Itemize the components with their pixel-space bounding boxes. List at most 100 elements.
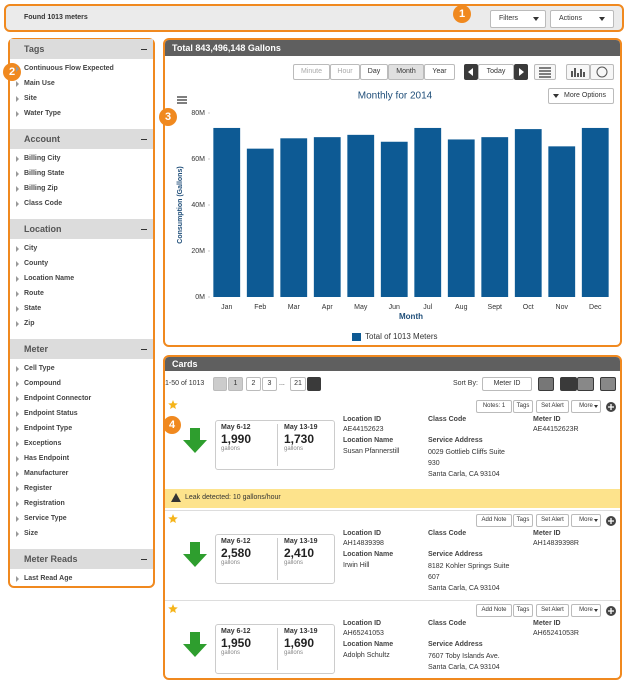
field-label: Service Address [428,641,483,648]
card-action-button[interactable]: Tags [513,604,533,617]
filter-item[interactable]: City [24,245,38,252]
section-header [10,129,153,149]
filter-item[interactable]: Register [24,485,53,492]
collapse-icon [141,139,147,140]
card-action-button[interactable]: More [571,400,601,413]
expand-arrow [16,411,19,417]
settings-button[interactable] [600,377,616,391]
location-name: Adolph Schultz [343,652,390,659]
card-action-button[interactable]: Tags [513,400,533,413]
interval-button[interactable]: Hour [330,64,360,80]
filter-item[interactable]: Billing Zip [24,185,58,192]
location-name: Susan Pfannerstill [343,448,400,455]
chart-panel [163,38,622,347]
field-label: Meter ID [533,530,561,537]
field-label: Location Name [343,551,394,558]
filter-item[interactable]: Zip [24,320,35,327]
interval-button[interactable]: Minute [293,64,330,80]
expand-arrow [16,486,19,492]
interval-button[interactable]: Month [388,64,424,80]
card-action-button[interactable]: More [571,604,601,617]
filter-item[interactable]: Main Use [24,80,55,87]
menu-icon [177,96,187,104]
more-options-button[interactable]: More Options [548,88,614,104]
bar [347,134,375,297]
card-action-button[interactable]: Notes: 1 [476,400,512,413]
card-action-button[interactable]: Set Alert [536,604,569,617]
legend-label: Total of 1013 Meters [365,332,437,341]
bar [447,139,475,297]
card-action-button[interactable]: Set Alert [536,400,569,413]
x-axis-label: Month [399,312,423,321]
today-button[interactable]: Today [478,64,514,80]
section-title[interactable]: Meter Reads [24,554,78,564]
filter-item[interactable]: Compound [24,380,61,387]
dropdown-caret [599,17,605,21]
address-line: 0029 Gottlieb Cliffs Suite [428,449,505,456]
section-header [10,549,153,569]
page-button[interactable]: 21 [290,377,306,391]
filter-item[interactable]: Continuous Flow Expected [24,65,114,72]
filter-item[interactable]: Endpoint Type [24,425,73,432]
field-label: Meter ID [533,416,561,423]
interval-button[interactable]: Day [360,64,388,80]
badge: 3 [159,108,177,126]
filter-item[interactable]: County [24,260,49,267]
filter-item[interactable]: State [24,305,42,312]
warning-icon [171,493,181,502]
field-label: Location ID [343,530,382,537]
filters-button[interactable]: Filters [490,10,546,28]
card-action-button[interactable]: Set Alert [536,514,569,527]
interval-button[interactable]: Year [424,64,455,80]
page-button[interactable]: 2 [246,377,261,391]
filter-item[interactable]: Exceptions [24,440,62,447]
section-title[interactable]: Location [24,224,62,234]
panel-title: Total 843,496,148 Gallons [172,43,281,53]
card-action-button[interactable]: Add Note [476,514,512,527]
card-view-button[interactable] [560,377,577,391]
filter-item[interactable]: Manufacturer [24,470,69,477]
cards-panel [163,355,622,680]
filter-item[interactable]: Size [24,530,39,537]
x-tick-label: Dec [589,304,602,311]
page-button[interactable]: 1 [228,377,243,391]
filter-item[interactable]: Last Read Age [24,575,73,582]
filter-item[interactable]: Registration [24,500,65,507]
card-action-button[interactable]: Add Note [476,604,512,617]
filter-item[interactable]: Site [24,95,37,102]
sort-direction[interactable] [538,377,554,391]
filter-item[interactable]: Cell Type [24,365,55,372]
next-page[interactable] [307,377,321,391]
filter-item[interactable]: Billing City [24,155,61,162]
field-label: Location ID [343,416,382,423]
card-action-button[interactable]: Tags [513,514,533,527]
bar [280,138,308,297]
location-name: Irwin Hill [343,562,370,569]
section-title[interactable]: Meter [24,344,49,354]
bar [414,127,442,297]
x-tick-label: Jul [423,304,432,311]
filter-item[interactable]: Has Endpoint [24,455,70,462]
filter-item[interactable]: Service Type [24,515,67,522]
filter-item[interactable]: Location Name [24,275,75,282]
list-view-button[interactable] [577,377,594,391]
filter-item[interactable]: Route [24,290,44,297]
card-action-button[interactable]: More [571,514,601,527]
filter-item[interactable]: Billing State [24,170,65,177]
globe-button[interactable] [590,64,614,80]
page-button[interactable]: 3 [262,377,277,391]
week-usage: 2,580 [221,546,252,560]
filter-item[interactable]: Endpoint Connector [24,395,92,402]
filter-item[interactable]: Class Code [24,200,63,207]
section-title[interactable]: Account [24,134,60,144]
filter-item[interactable]: Endpoint Status [24,410,78,417]
dropdown-caret [594,405,598,408]
filter-item[interactable]: Water Type [24,110,61,117]
prev-page[interactable] [213,377,227,391]
y-tick-label: 80M [191,110,205,117]
expand-arrow [16,471,19,477]
sort-select[interactable]: Meter ID [482,377,532,391]
actions-button[interactable]: Actions [550,10,614,28]
section-title[interactable]: Tags [24,44,45,54]
